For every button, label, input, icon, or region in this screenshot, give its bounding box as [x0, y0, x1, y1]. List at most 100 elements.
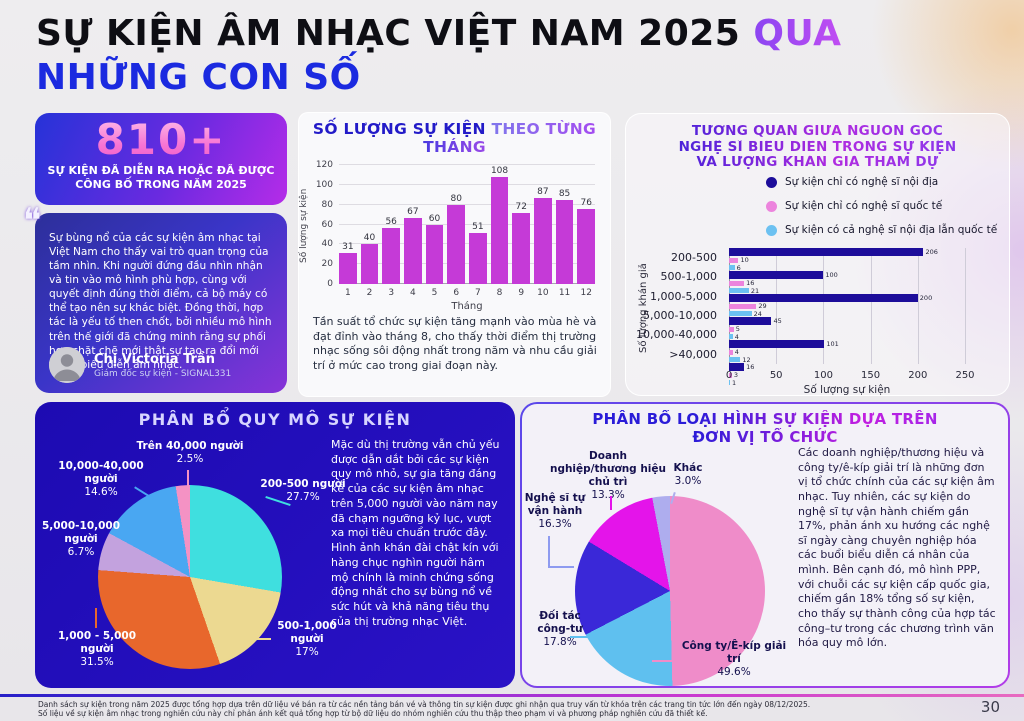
pie-label-doanh-nghiep: Doanh nghiệp/thương hiệu chủ trì 13.3% — [549, 450, 667, 502]
category-label: 5,000-10,000 — [643, 309, 717, 323]
pie-label-10000-40000: 10,000-40,000 người 14.6% — [58, 460, 144, 499]
monthly-title-part3: THÁNG — [423, 138, 486, 157]
y-tick-label: 60 — [321, 219, 333, 230]
bar-column-month-1: 31 — [339, 165, 357, 284]
quote-icon: ❝ — [23, 201, 42, 241]
bar-value-label: 4 — [734, 332, 739, 341]
category-label: 1,000-5,000 — [650, 289, 717, 303]
legend-label: Sự kiện chỉ có nghệ sĩ nội địa — [785, 176, 939, 188]
y-tick-label: 80 — [321, 199, 333, 210]
gridline — [339, 283, 595, 284]
legend-item: Sự kiện chỉ có nghệ sĩ nội địa — [766, 176, 997, 188]
bar-month-10 — [534, 197, 552, 284]
monthly-chart-title: SỐ LƯỢNG SỰ KIỆN THEO TỪNG THÁNG — [299, 120, 610, 157]
x-tick-label: 50 — [769, 370, 783, 381]
gridline — [339, 263, 595, 265]
bar-value-label: 10 — [740, 256, 749, 264]
x-tick-label: 7 — [475, 288, 481, 298]
quote-text: Sự bùng nổ của các sự kiện âm nhạc tại V… — [49, 232, 272, 371]
y-tick-label: 100 — [315, 179, 333, 190]
legend-dot-icon — [766, 200, 777, 212]
legend-label: Sự kiện có cả nghệ sĩ nội địa lẫn quốc t… — [785, 224, 998, 236]
size-pie-description: Mặc dù thị trường vẫn chủ yếu được dẫn d… — [331, 438, 500, 628]
bar-value-label: 206 — [925, 247, 938, 256]
x-tick-label: 12 — [580, 288, 592, 298]
monthly-title-part1: SỐ LƯỢNG SỰ KIỆN — [312, 120, 492, 138]
monthly-chart-caption: Tần suất tổ chức sự kiện tăng mạnh vào m… — [313, 315, 597, 372]
origin-legend: Sự kiện chỉ có nghệ sĩ nội địa Sự kiện ch… — [766, 176, 997, 236]
x-tick-label: 2 — [366, 288, 373, 298]
bar-value-label: 21 — [750, 286, 760, 295]
organizer-pie-description: Các doanh nghiệp/thương hiệu và công ty/… — [798, 446, 996, 650]
bar-value-label: 29 — [758, 302, 767, 310]
bar-1,000-5,000 — [729, 311, 752, 317]
bar-value-label: 5 — [735, 325, 740, 333]
bar-value-label: 200 — [919, 293, 933, 302]
bar-value-label: 108 — [490, 165, 509, 176]
origin-title-line3: VÀ LƯỢNG KHÁN GIẢ THAM DỰ — [626, 155, 1009, 171]
pie-label-500-1000: 500-1,000 người 17% — [277, 620, 337, 659]
leader-line — [187, 470, 189, 486]
gridline — [339, 203, 595, 205]
bar-value-label: 80 — [450, 193, 462, 204]
bar-value-label: 56 — [385, 217, 397, 228]
bar-group-5,000-10,000: 45 5 4 — [729, 317, 965, 340]
category-label: 500-1,000 — [660, 270, 717, 284]
bar-value-label: 16 — [746, 279, 755, 287]
x-tick-label: 9 — [518, 288, 525, 298]
gridline — [339, 183, 595, 185]
bar-value-label: 87 — [537, 186, 549, 197]
bar-10,000-40,000 — [729, 340, 825, 348]
bar-value-label: 45 — [773, 316, 782, 325]
monthly-title-part2: THEO TỪNG — [491, 120, 597, 138]
bar-group-10,000-40,000: 101 4 12 — [729, 340, 965, 363]
bar-month-12 — [577, 208, 596, 284]
leader-line — [672, 648, 674, 660]
pie-label-khac: Khác 3.0% — [673, 462, 703, 488]
bar-column-month-8: 108 — [490, 165, 509, 284]
bar-month-1 — [339, 253, 357, 284]
x-tick-label: 10 — [537, 288, 549, 298]
bar-value-label: 31 — [342, 242, 354, 253]
bar-500-1,000 — [729, 280, 745, 286]
stat-label: SỰ KIỆN ĐÃ DIỄN RA HOẶC ĐÃ ĐƯỢC CÔNG BỐ … — [47, 164, 275, 192]
monthly-bars: 31 40 56 67 60 80 51 108 72 87 85 76 — [339, 165, 596, 284]
bar-column-month-7: 51 — [469, 165, 487, 284]
bar-column-month-11: 85 — [555, 165, 574, 284]
origin-title-line2: NGHỆ SĨ BIỂU DIỄN TRONG SỰ KIỆN — [626, 139, 1009, 156]
leader-line — [95, 608, 97, 628]
pie-label-200-500: 200-500 người 27.7% — [260, 478, 346, 504]
size-pie-card: PHÂN BỔ QUY MÔ SỰ KIỆN Trên 40,000 người… — [35, 402, 515, 688]
bar->40,000 — [729, 363, 745, 371]
category-label: 10,000-40,000 — [636, 328, 717, 342]
bar-month-3 — [382, 228, 401, 284]
bar->40,000 — [729, 372, 732, 378]
origin-chart-title: TƯƠNG QUAN GIỮA NGUỒN GỐC NGHỆ SĨ BIỂU D… — [626, 123, 1009, 171]
bar-200-500 — [729, 257, 739, 263]
bar-value-label: 40 — [363, 233, 376, 244]
legend-dot-icon — [766, 176, 777, 188]
category-label: >40,000 — [669, 347, 717, 361]
monthly-y-ticks: 0 20 40 60 80 100 120 — [311, 160, 335, 289]
x-tick-label: 11 — [558, 288, 571, 298]
leader-line — [548, 566, 574, 568]
bar-value-label: 85 — [558, 188, 571, 199]
bar-month-7 — [469, 233, 487, 284]
bar-column-month-6: 80 — [447, 165, 466, 284]
quote-person: Chị Victoria Trần Giám đốc sự kiện - SIG… — [49, 347, 231, 383]
bar-value-label: 24 — [753, 309, 762, 318]
bar-column-month-9: 72 — [512, 165, 531, 284]
x-tick-label: 200 — [908, 370, 928, 381]
footer-divider — [0, 694, 1024, 697]
legend-label: Sự kiện chỉ có nghệ sĩ quốc tế — [785, 200, 943, 212]
leader-line — [253, 638, 271, 640]
bar-200-500 — [729, 248, 924, 256]
x-tick-label: 5 — [431, 288, 438, 298]
page-title-black: SỰ KIỆN ÂM NHẠC VIỆT NAM 2025 — [36, 13, 754, 54]
x-tick-label: 4 — [409, 288, 416, 298]
x-tick-label: 8 — [496, 288, 503, 298]
bar-group-1,000-5,000: 200 29 24 — [729, 294, 965, 317]
gridline — [965, 248, 966, 364]
bar-value-label: 16 — [746, 362, 755, 371]
quote-card: ❝ Sự bùng nổ của các sự kiện âm nhạc tại… — [23, 201, 287, 393]
